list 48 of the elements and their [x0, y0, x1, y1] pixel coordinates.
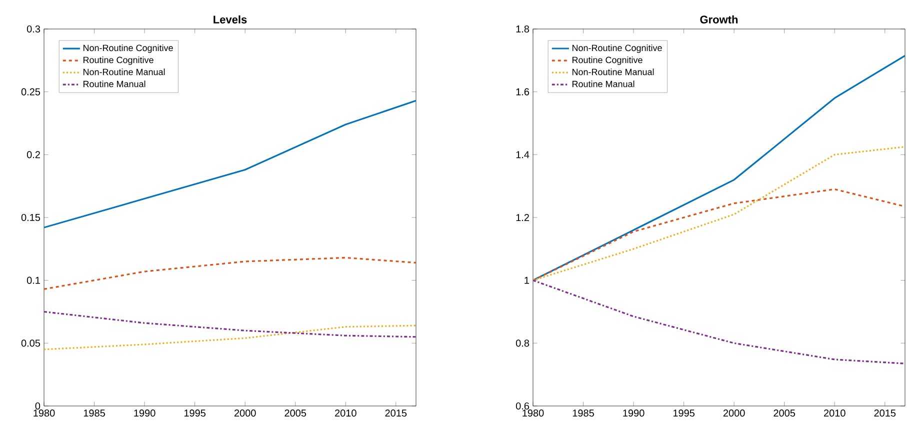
line-series: [44, 310, 416, 338]
x-tick-label: 1995: [673, 410, 695, 417]
x-tick-label: 2010: [824, 410, 846, 417]
y-tick-label: 0: [35, 402, 40, 410]
x-tick-label: 1985: [572, 410, 594, 417]
y-tick-label: 0.15: [21, 214, 40, 222]
y-tick-label: 1.6: [516, 88, 530, 96]
y-tick-label: 0.3: [26, 25, 40, 33]
y-tick-label: 1.4: [516, 151, 530, 158]
y-tick-label: 0.25: [21, 88, 40, 96]
legend-label: Non-Routine Manual: [572, 68, 654, 76]
x-tick-label: 1980: [34, 410, 55, 417]
y-tick-label: 0.1: [26, 276, 40, 284]
chart-title: Growth: [700, 15, 738, 24]
x-tick-label: 2005: [774, 410, 796, 417]
line-series: [533, 54, 905, 282]
x-tick-label: 2000: [234, 410, 256, 417]
y-tick-label: 0.6: [516, 402, 530, 410]
line-series: [533, 280, 905, 364]
chart-title: Levels: [214, 15, 247, 24]
legend-label: Routine Manual: [83, 80, 146, 88]
legend-label: Non-Routine Cognitive: [572, 44, 662, 53]
y-tick-label: 0.2: [26, 151, 40, 158]
y-tick-label: 1.8: [516, 25, 530, 33]
x-tick-label: 1990: [623, 410, 644, 417]
x-tick-label: 2000: [723, 410, 745, 417]
legend-label: Non-Routine Cognitive: [83, 44, 173, 53]
y-tick-label: 0.8: [516, 340, 530, 347]
y-tick-label: 0.05: [21, 340, 40, 347]
x-tick-label: 2005: [284, 410, 306, 417]
x-tick-label: 2015: [385, 410, 407, 417]
legend-label: Routine Cognitive: [572, 56, 642, 65]
line-series: [533, 146, 905, 282]
line-series: [44, 324, 416, 350]
x-tick-label: 1995: [184, 410, 206, 417]
line-series: [44, 100, 416, 228]
line-series: [533, 188, 905, 282]
legend-label: Routine Cognitive: [83, 56, 154, 65]
line-series: [44, 256, 416, 290]
x-tick-label: 1985: [84, 410, 105, 417]
x-tick-label: 1980: [522, 410, 544, 417]
x-tick-label: 2015: [874, 410, 896, 417]
x-tick-label: 1990: [134, 410, 156, 417]
y-tick-label: 1: [524, 276, 529, 284]
x-tick-label: 2010: [335, 410, 356, 417]
legend-label: Routine Manual: [572, 80, 634, 88]
y-tick-label: 1.2: [516, 214, 529, 221]
legend-label: Non-Routine Manual: [83, 68, 165, 76]
